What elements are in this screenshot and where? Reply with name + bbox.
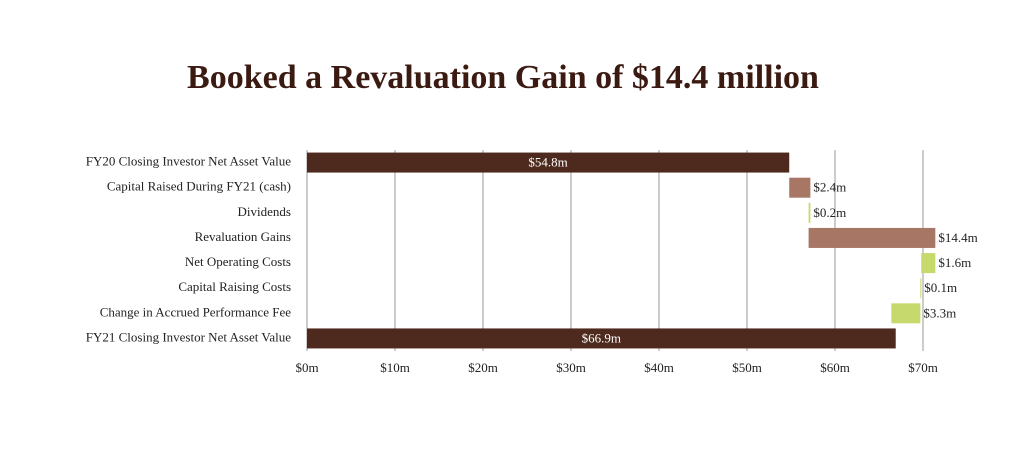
data-label: $2.4m	[813, 180, 846, 195]
x-tick-label: $40m	[644, 360, 674, 375]
data-label: $14.4m	[938, 230, 977, 245]
y-tick-label: Capital Raising Costs	[178, 279, 291, 294]
bar	[921, 253, 936, 274]
data-label: $1.6m	[938, 255, 971, 270]
data-label: $0.1m	[924, 280, 957, 295]
chart-title: Booked a Revaluation Gain of $14.4 milli…	[187, 59, 819, 96]
bar	[789, 177, 811, 198]
bar	[920, 278, 922, 299]
bar	[307, 152, 790, 173]
data-label: $66.9m	[582, 330, 621, 345]
y-tick-label: Net Operating Costs	[185, 254, 291, 269]
data-label: $54.8m	[528, 155, 567, 170]
x-tick-label: $0m	[295, 360, 318, 375]
bar	[808, 202, 811, 223]
y-tick-label: Capital Raised During FY21 (cash)	[107, 179, 291, 194]
data-label: $0.2m	[813, 205, 846, 220]
bar	[808, 227, 936, 248]
bar	[891, 303, 921, 324]
y-tick-label: Revaluation Gains	[195, 229, 291, 244]
x-tick-label: $10m	[380, 360, 410, 375]
x-tick-label: $30m	[556, 360, 586, 375]
x-tick-label: $70m	[908, 360, 938, 375]
x-tick-label: $60m	[820, 360, 850, 375]
y-tick-label: FY21 Closing Investor Net Asset Value	[86, 329, 291, 344]
data-label: $3.3m	[923, 305, 956, 320]
x-tick-label: $50m	[732, 360, 762, 375]
bar	[307, 328, 896, 349]
y-tick-label: FY20 Closing Investor Net Asset Value	[86, 154, 291, 169]
y-tick-label: Dividends	[238, 204, 291, 219]
x-tick-label: $20m	[468, 360, 498, 375]
y-tick-label: Change in Accrued Performance Fee	[100, 304, 292, 319]
